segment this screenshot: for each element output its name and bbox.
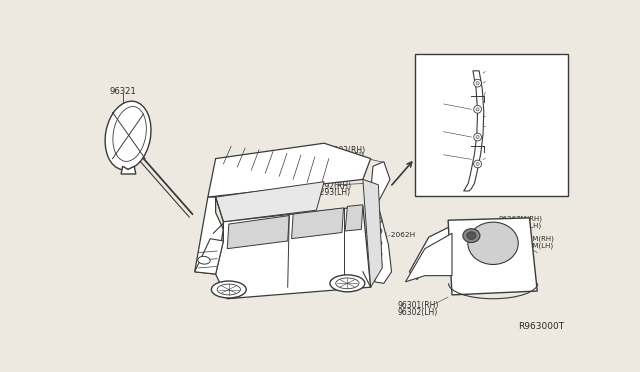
Circle shape bbox=[476, 163, 479, 166]
Polygon shape bbox=[227, 216, 289, 249]
Polygon shape bbox=[406, 233, 452, 282]
Polygon shape bbox=[463, 71, 484, 191]
Text: 80818MC: 80818MC bbox=[487, 124, 518, 130]
Text: 80293(LH): 80293(LH) bbox=[324, 153, 364, 161]
Ellipse shape bbox=[217, 284, 241, 295]
Text: 96368M(LH): 96368M(LH) bbox=[499, 222, 541, 229]
Text: 80292(RH): 80292(RH) bbox=[324, 146, 365, 155]
Polygon shape bbox=[370, 162, 390, 206]
Text: 96365M(RH): 96365M(RH) bbox=[510, 235, 554, 242]
Text: 96366M(LH): 96366M(LH) bbox=[510, 243, 553, 249]
Ellipse shape bbox=[336, 278, 359, 289]
Text: 96367M(RH): 96367M(RH) bbox=[499, 216, 543, 222]
Bar bbox=[415, 54, 568, 196]
Polygon shape bbox=[121, 166, 136, 174]
Polygon shape bbox=[448, 218, 537, 295]
Ellipse shape bbox=[113, 106, 147, 161]
Polygon shape bbox=[370, 206, 392, 283]
Text: 80818MC: 80818MC bbox=[487, 90, 518, 96]
Circle shape bbox=[376, 241, 382, 246]
Circle shape bbox=[476, 108, 479, 111]
Text: 80293N(LH): 80293N(LH) bbox=[264, 176, 310, 185]
Ellipse shape bbox=[330, 275, 365, 292]
Circle shape bbox=[376, 228, 382, 234]
Text: 80292N(RH): 80292N(RH) bbox=[264, 169, 311, 179]
Ellipse shape bbox=[467, 232, 476, 240]
Polygon shape bbox=[292, 208, 344, 239]
Circle shape bbox=[474, 160, 481, 168]
Ellipse shape bbox=[463, 229, 480, 243]
Polygon shape bbox=[208, 143, 371, 197]
Text: 80818MD: 80818MD bbox=[487, 69, 518, 75]
Circle shape bbox=[376, 262, 382, 267]
Text: R963000T: R963000T bbox=[518, 322, 564, 331]
Text: 96300E: 96300E bbox=[487, 114, 512, 120]
Ellipse shape bbox=[468, 222, 518, 264]
Text: 96301(RH): 96301(RH) bbox=[397, 301, 439, 310]
Text: 80292(RH): 80292(RH) bbox=[310, 182, 351, 191]
Circle shape bbox=[376, 218, 382, 223]
Polygon shape bbox=[195, 239, 223, 274]
Text: 96300E: 96300E bbox=[419, 102, 444, 108]
Text: 80818MC: 80818MC bbox=[419, 129, 450, 135]
Ellipse shape bbox=[211, 281, 246, 298]
Polygon shape bbox=[410, 222, 465, 279]
Circle shape bbox=[474, 106, 481, 113]
Text: 80293(LH): 80293(LH) bbox=[310, 188, 350, 197]
Text: <BACKSIDE>: <BACKSIDE> bbox=[419, 57, 470, 66]
Text: 96300F: 96300F bbox=[483, 168, 508, 174]
Polygon shape bbox=[216, 206, 371, 299]
Ellipse shape bbox=[198, 256, 210, 264]
Text: 96302(LH): 96302(LH) bbox=[397, 308, 438, 317]
Circle shape bbox=[476, 135, 479, 139]
Text: 96300E: 96300E bbox=[487, 79, 512, 85]
Text: 80818MC: 80818MC bbox=[419, 153, 450, 158]
Text: 80B18MD: 80B18MD bbox=[487, 156, 519, 162]
Polygon shape bbox=[216, 182, 324, 222]
Circle shape bbox=[476, 81, 479, 85]
Polygon shape bbox=[363, 179, 382, 287]
Circle shape bbox=[474, 79, 481, 87]
Ellipse shape bbox=[105, 101, 151, 170]
Circle shape bbox=[474, 133, 481, 141]
Text: ⓝ08911-2062H
(5): ⓝ08911-2062H (5) bbox=[360, 231, 415, 245]
Text: 96321: 96321 bbox=[109, 87, 136, 96]
Polygon shape bbox=[195, 197, 223, 274]
Circle shape bbox=[376, 251, 382, 257]
Polygon shape bbox=[345, 205, 363, 231]
